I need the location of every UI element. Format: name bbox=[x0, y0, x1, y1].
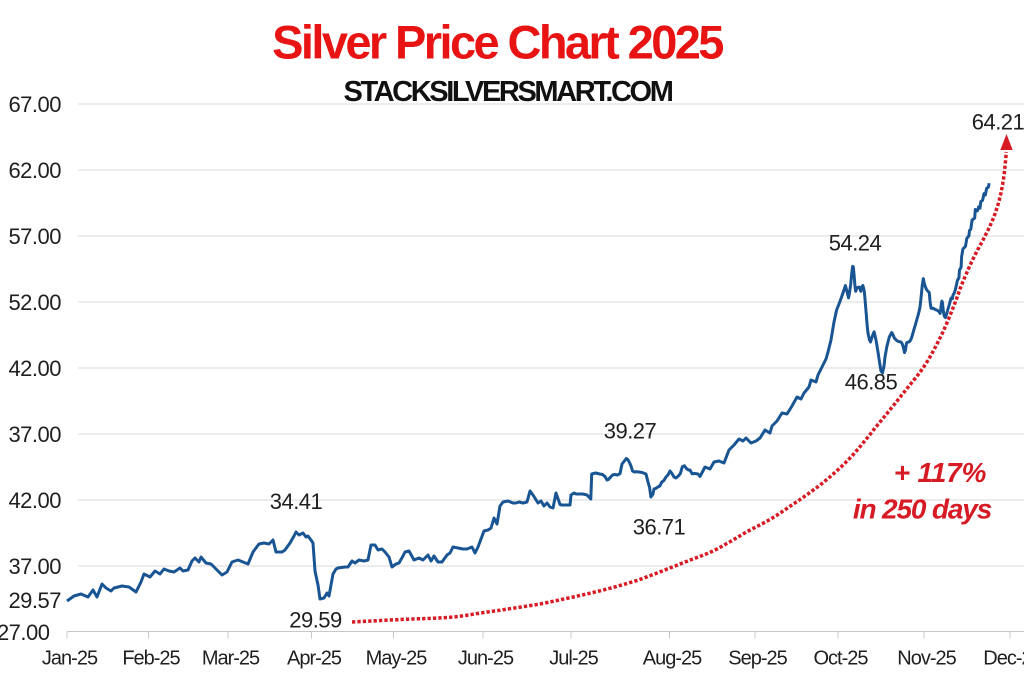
svg-text:27.00: 27.00 bbox=[0, 620, 50, 645]
svg-text:Mar-25: Mar-25 bbox=[202, 648, 260, 670]
svg-text:42.00: 42.00 bbox=[8, 356, 61, 381]
svg-text:Aug-25: Aug-25 bbox=[643, 648, 702, 670]
svg-text:STACKSILVERSMART.COM: STACKSILVERSMART.COM bbox=[344, 76, 673, 108]
svg-text:29.59: 29.59 bbox=[289, 608, 342, 633]
svg-text:52.00: 52.00 bbox=[8, 290, 61, 315]
svg-text:46.85: 46.85 bbox=[845, 370, 898, 395]
svg-text:54.24: 54.24 bbox=[829, 231, 882, 256]
svg-text:+ 117%: + 117% bbox=[894, 457, 987, 488]
svg-text:Jun-25: Jun-25 bbox=[458, 648, 514, 670]
svg-text:29.57: 29.57 bbox=[8, 588, 61, 613]
svg-text:39.27: 39.27 bbox=[604, 419, 657, 444]
svg-text:Feb-25: Feb-25 bbox=[122, 648, 180, 670]
svg-text:37.00: 37.00 bbox=[8, 422, 61, 447]
svg-text:Sep-25: Sep-25 bbox=[728, 648, 787, 670]
svg-text:36.71: 36.71 bbox=[633, 515, 686, 540]
svg-text:62.00: 62.00 bbox=[8, 158, 61, 183]
svg-text:Apr-25: Apr-25 bbox=[287, 648, 342, 670]
svg-text:Dec-25: Dec-25 bbox=[983, 648, 1024, 670]
svg-text:Silver Price Chart 2025: Silver Price Chart 2025 bbox=[272, 16, 723, 69]
svg-text:May-25: May-25 bbox=[366, 648, 428, 670]
svg-text:37.00: 37.00 bbox=[8, 554, 61, 579]
svg-text:Jan-25: Jan-25 bbox=[42, 648, 98, 670]
svg-text:42.00: 42.00 bbox=[8, 488, 61, 513]
svg-text:64.21: 64.21 bbox=[972, 110, 1024, 135]
svg-text:57.00: 57.00 bbox=[8, 224, 61, 249]
svg-text:67.00: 67.00 bbox=[8, 92, 61, 117]
svg-text:Nov-25: Nov-25 bbox=[897, 648, 956, 670]
svg-text:Jul-25: Jul-25 bbox=[549, 648, 598, 670]
svg-text:Oct-25: Oct-25 bbox=[813, 648, 868, 670]
svg-text:34.41: 34.41 bbox=[270, 489, 323, 514]
svg-text:in 250 days: in 250 days bbox=[853, 494, 992, 525]
